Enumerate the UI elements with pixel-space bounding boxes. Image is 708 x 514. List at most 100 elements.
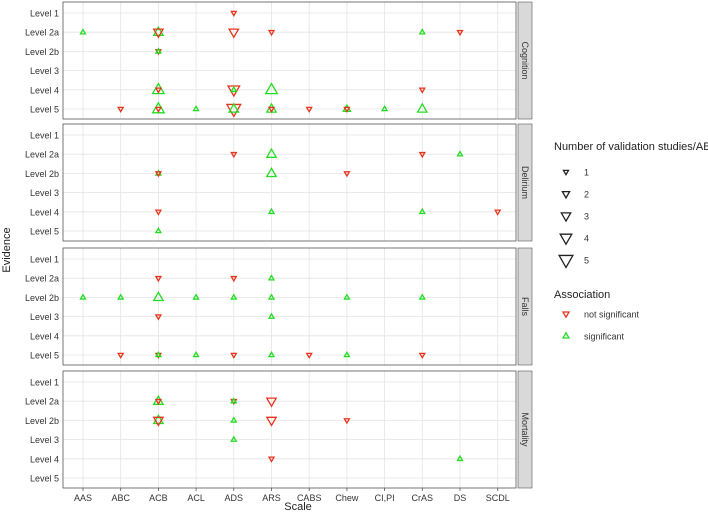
data-point-significant xyxy=(117,293,125,300)
data-point-not-significant xyxy=(494,209,502,216)
data-point-significant xyxy=(343,350,351,358)
y-tick-label: Level 4 xyxy=(30,85,59,95)
y-tick-label: Level 5 xyxy=(30,474,59,484)
data-point-significant xyxy=(230,435,238,442)
data-point-not-significant xyxy=(117,352,125,360)
size-legend-key xyxy=(557,254,575,269)
data-point-significant xyxy=(456,150,464,157)
data-point-significant xyxy=(154,226,163,234)
data-point-not-significant xyxy=(265,416,278,427)
y-tick-label: Level 1 xyxy=(30,9,59,19)
color-legend-title: Association xyxy=(554,289,610,301)
data-point-significant xyxy=(267,274,276,281)
color-legend-label: significant xyxy=(584,332,625,342)
data-point-not-significant xyxy=(418,151,426,159)
facet-strip-label: Delirium xyxy=(520,166,530,199)
x-axis-title: Scale xyxy=(284,501,312,513)
data-point-not-significant xyxy=(154,398,163,406)
data-point-significant xyxy=(230,397,238,404)
size-legend-key xyxy=(560,212,572,223)
data-point-not-significant xyxy=(154,275,163,283)
data-point-not-significant xyxy=(152,28,165,39)
y-tick-label: Level 2b xyxy=(25,293,59,303)
y-tick-label: Level 4 xyxy=(30,331,59,341)
color-legend-key-significant xyxy=(561,331,571,339)
size-legend-label: 3 xyxy=(584,212,589,222)
y-tick-label: Level 3 xyxy=(30,312,59,322)
facet-strip-label: Falls xyxy=(520,297,530,317)
data-point-not-significant xyxy=(418,87,426,94)
y-tick-label: Level 5 xyxy=(30,105,59,115)
data-point-significant xyxy=(267,350,276,358)
facet-panel-cognition: Level 1 Level 2a Level 2b Level 3 Level 4 Lev… xyxy=(25,1,533,120)
data-point-significant xyxy=(230,293,238,300)
facet-panel-mortality: Level 1 Level 2a Level 2b Level 3 Level 4 Lev… xyxy=(25,370,533,489)
data-point-significant xyxy=(227,102,240,113)
y-tick-label: Level 3 xyxy=(30,188,59,198)
facet-strip xyxy=(517,247,533,366)
y-tick-label: Level 4 xyxy=(30,207,59,217)
x-tick-label: Chew xyxy=(335,493,359,503)
data-point-not-significant xyxy=(265,397,278,408)
data-point-significant xyxy=(230,416,238,423)
data-point-significant xyxy=(267,293,276,300)
size-legend-label: 5 xyxy=(584,256,589,266)
data-point-not-significant xyxy=(267,106,276,114)
facet-panel-delirium: Level 1 Level 2a Level 2b Level 3 Level 4 Lev… xyxy=(25,123,533,242)
y-tick-label: Level 3 xyxy=(30,66,59,76)
y-tick-label: Level 2b xyxy=(25,416,59,426)
data-point-not-significant xyxy=(343,171,351,178)
size-legend-label: 4 xyxy=(584,234,589,244)
data-point-not-significant xyxy=(267,29,276,37)
data-point-not-significant xyxy=(230,275,238,283)
data-point-not-significant xyxy=(267,456,276,463)
data-point-significant xyxy=(418,293,426,300)
facet-panel-falls: Level 1 Level 2a Level 2b Level 3 Level 4 Lev… xyxy=(25,247,533,366)
data-point-significant xyxy=(192,350,200,358)
data-point-significant xyxy=(264,82,279,95)
size-legend-key xyxy=(559,233,573,246)
data-point-not-significant xyxy=(154,314,163,321)
data-point-not-significant xyxy=(154,171,163,178)
data-point-significant xyxy=(192,104,200,112)
data-point-not-significant xyxy=(227,28,240,39)
y-tick-label: Level 2b xyxy=(25,47,59,57)
y-tick-label: Level 2a xyxy=(25,28,59,38)
y-tick-label: Level 2a xyxy=(25,397,59,407)
y-tick-label: Level 2a xyxy=(25,274,59,284)
data-point-significant xyxy=(456,454,464,462)
data-point-significant xyxy=(230,85,238,93)
data-point-significant xyxy=(192,293,200,300)
x-tick-label: CrAS xyxy=(412,493,434,503)
y-axis-title: Evidence xyxy=(1,227,13,272)
data-point-not-significant xyxy=(343,418,351,425)
color-legend-label: not significant xyxy=(584,310,640,320)
size-legend-key xyxy=(561,190,571,200)
size-legend-label: 1 xyxy=(584,168,589,178)
y-tick-label: Level 1 xyxy=(30,378,59,388)
facet-strip-label: Mortality xyxy=(520,412,530,447)
data-point-significant xyxy=(418,28,426,35)
facet-strip xyxy=(517,370,533,489)
data-point-significant xyxy=(267,207,276,215)
y-tick-label: Level 5 xyxy=(30,227,59,237)
data-point-not-significant xyxy=(154,106,163,114)
data-point-significant xyxy=(418,207,426,215)
data-point-significant xyxy=(152,414,165,425)
x-tick-label: ABC xyxy=(111,493,130,503)
data-point-significant xyxy=(79,28,87,35)
y-tick-label: Level 2b xyxy=(25,169,59,179)
size-legend-label: 2 xyxy=(584,190,589,200)
x-tick-label: ACL xyxy=(187,493,205,503)
data-point-not-significant xyxy=(230,10,238,18)
x-tick-label: AAS xyxy=(74,493,92,503)
facet-strip-label: Cognition xyxy=(520,41,530,79)
x-tick-label: CABS xyxy=(297,493,322,503)
x-tick-label: ACB xyxy=(149,493,168,503)
data-point-not-significant xyxy=(230,151,238,159)
y-tick-label: Level 3 xyxy=(30,435,59,445)
data-point-significant xyxy=(152,25,165,36)
data-point-not-significant xyxy=(343,106,351,114)
y-tick-label: Level 4 xyxy=(30,454,59,464)
